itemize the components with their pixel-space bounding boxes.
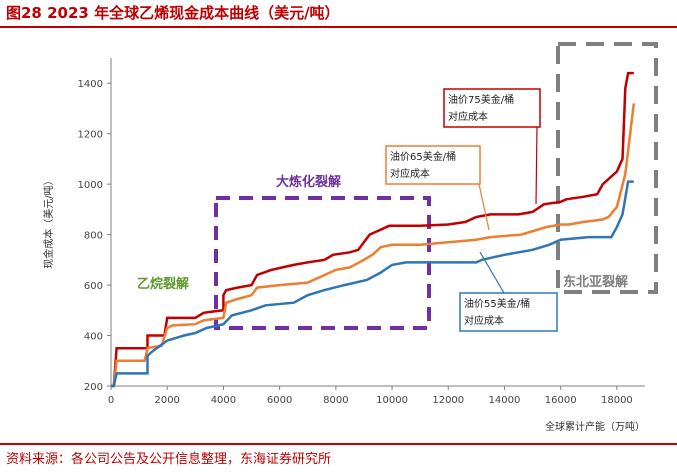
callout-leader-s75 bbox=[535, 126, 538, 205]
y-tick-label: 200 bbox=[84, 382, 103, 393]
series-line-s65 bbox=[111, 103, 636, 388]
figure-title: 图28 2023 年全球乙烯现金成本曲线（美元/吨） bbox=[6, 4, 340, 22]
region-label-refining: 大炼化裂解 bbox=[276, 174, 341, 190]
x-tick-label: 4000 bbox=[211, 395, 236, 406]
y-tick-label: 1400 bbox=[78, 79, 103, 90]
title-rule bbox=[0, 26, 677, 28]
callout-text-s55: 对应成本 bbox=[464, 314, 504, 327]
y-tick-label: 800 bbox=[84, 231, 103, 242]
callout-text-s55: 油价55美金/桶 bbox=[464, 297, 530, 310]
region-label-ethane: 乙烷裂解 bbox=[137, 276, 189, 292]
x-tick-label: 10000 bbox=[376, 395, 408, 406]
y-tick-label: 600 bbox=[84, 281, 103, 292]
x-tick-label: 16000 bbox=[545, 395, 577, 406]
chart-labels: 乙烷裂解大炼化裂解东北亚裂解油价75美金/桶对应成本油价65美金/桶对应成本油价… bbox=[137, 88, 628, 332]
x-tick-label: 2000 bbox=[154, 395, 179, 406]
x-tick-label: 8000 bbox=[323, 395, 348, 406]
callout-leader-s55 bbox=[479, 251, 505, 294]
y-tick-label: 1000 bbox=[78, 180, 103, 191]
series-line-s55 bbox=[111, 180, 634, 388]
callout-text-s75: 油价75美金/桶 bbox=[448, 93, 514, 106]
source-rule bbox=[0, 443, 677, 445]
callout-box-s55 bbox=[459, 292, 558, 332]
series-lines bbox=[111, 71, 636, 388]
x-tick-label: 18000 bbox=[601, 395, 633, 406]
region-box-ne-asia bbox=[556, 42, 658, 294]
y-tick-label: 400 bbox=[84, 332, 103, 343]
y-axis-title: 现金成本（美元/吨） bbox=[42, 175, 55, 268]
x-axis-title: 全球累计产能（万吨） bbox=[545, 420, 645, 433]
x-tick-label: 0 bbox=[108, 395, 114, 406]
callout-box-s75 bbox=[443, 88, 541, 128]
series-line-s75 bbox=[111, 71, 634, 388]
source-note: 资料来源：各公司公告及公开信息整理，东海证券研究所 bbox=[6, 452, 332, 467]
callout-text-s65: 对应成本 bbox=[390, 167, 430, 180]
x-tick-label: 14000 bbox=[489, 395, 521, 406]
x-tick-label: 6000 bbox=[267, 395, 292, 406]
y-tick-label: 1200 bbox=[78, 130, 103, 141]
region-label-ne_asia: 东北亚裂解 bbox=[563, 274, 628, 290]
callout-text-s65: 油价65美金/桶 bbox=[390, 150, 456, 163]
callout-leader-s65 bbox=[478, 183, 490, 231]
x-tick-label: 12000 bbox=[432, 395, 464, 406]
callout-text-s75: 对应成本 bbox=[448, 110, 488, 123]
callout-box-s65 bbox=[385, 145, 481, 185]
